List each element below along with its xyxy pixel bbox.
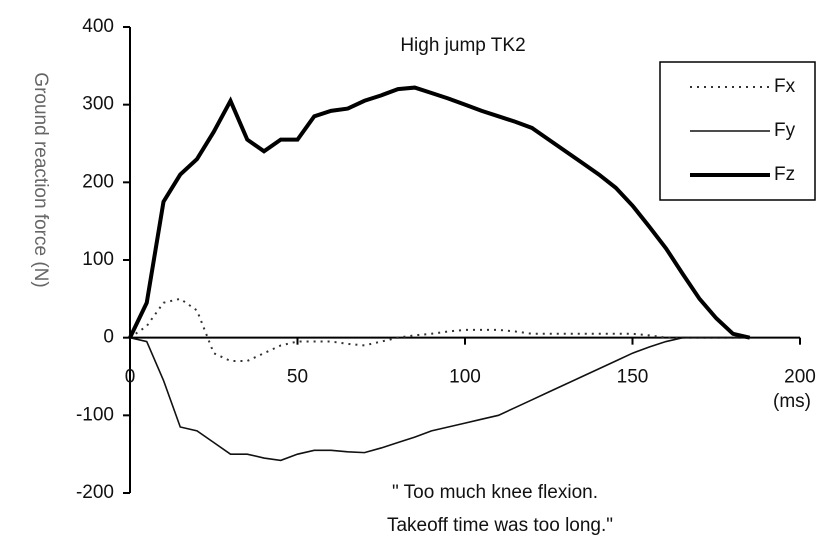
series-line bbox=[128, 85, 751, 340]
legend-label: Fy bbox=[774, 120, 796, 141]
legend-label: Fz bbox=[774, 164, 795, 185]
y-tick-label: 100 bbox=[82, 249, 114, 270]
y-tick-label: 400 bbox=[82, 16, 114, 37]
y-tick-label: -200 bbox=[76, 482, 114, 503]
x-tick-label: 100 bbox=[449, 367, 481, 388]
y-tick-label: 300 bbox=[82, 94, 114, 115]
x-tick-label: 50 bbox=[287, 367, 308, 388]
y-tick-label: -100 bbox=[76, 404, 114, 425]
x-tick-label: 0 bbox=[125, 367, 136, 388]
x-unit: (ms) bbox=[773, 391, 811, 412]
x-tick-label: 200 bbox=[784, 367, 816, 388]
series-line bbox=[129, 297, 750, 362]
y-tick-label: 200 bbox=[82, 171, 114, 192]
y-tick-label: 0 bbox=[103, 327, 114, 348]
chart-title: High jump TK2 bbox=[400, 35, 525, 56]
annotation: Takeoff time was too long." bbox=[387, 515, 613, 536]
series-line bbox=[129, 336, 750, 462]
y-axis-label: Ground reaction force (N) bbox=[30, 72, 51, 287]
x-tick-label: 150 bbox=[617, 367, 649, 388]
legend-label: Fx bbox=[774, 76, 796, 97]
annotation: " Too much knee flexion. bbox=[392, 482, 598, 503]
